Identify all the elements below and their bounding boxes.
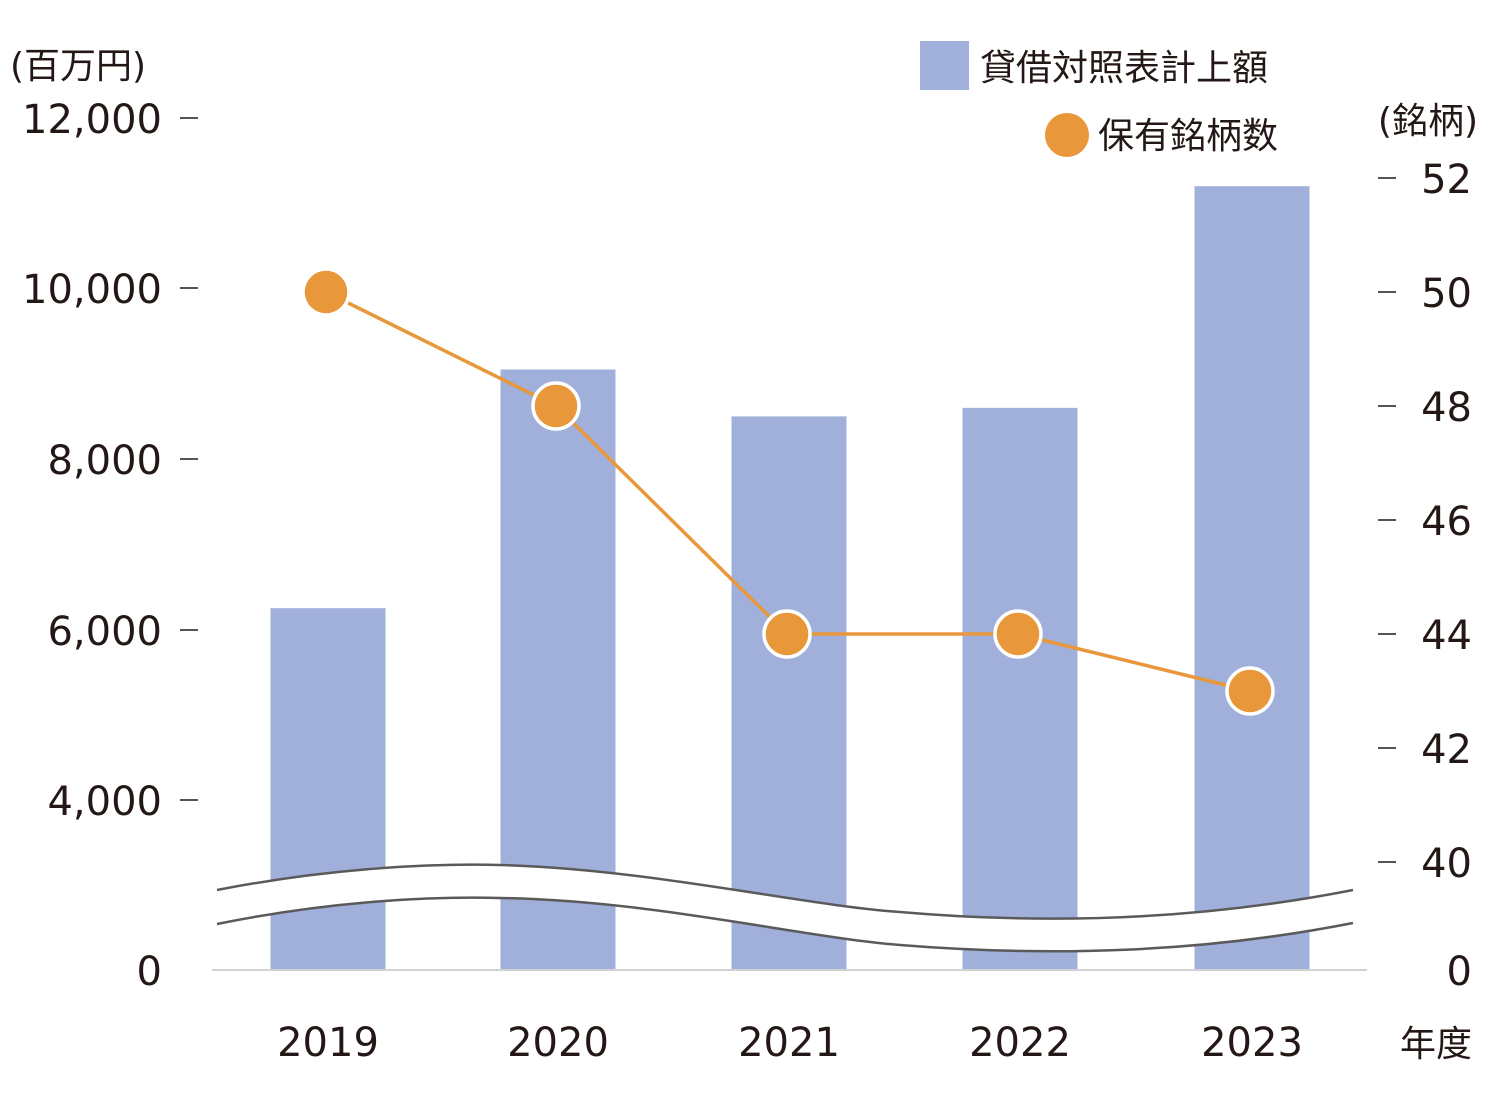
y-left-tick-label: 12,000 xyxy=(22,97,162,143)
x-tick-label: 2021 xyxy=(738,1020,840,1066)
y-left-tick-label: 8,000 xyxy=(47,438,162,484)
y-left-tick-label: 6,000 xyxy=(47,609,162,655)
line-layer xyxy=(301,267,1275,716)
y-left-tick-label: 4,000 xyxy=(47,779,162,825)
point-2021 xyxy=(762,609,812,659)
legend-line-label: 保有銘柄数 xyxy=(1098,116,1278,157)
bar-2023 xyxy=(1194,186,1310,970)
y-left-unit: (百万円) xyxy=(10,46,146,87)
legend-bar-swatch xyxy=(920,41,969,90)
y-left-tick-label: 10,000 xyxy=(22,267,162,313)
x-tick-label: 2023 xyxy=(1201,1020,1303,1066)
axis-break-band xyxy=(217,864,1353,952)
axes-layer: 12,000 10,000 8,000 6,000 4,000 0 52 50 48 46 44 42… xyxy=(10,46,1478,1066)
y-right-tick-label: 48 xyxy=(1421,385,1472,431)
axis-break-line-lower xyxy=(216,896,1354,953)
y-right-tick-label: 44 xyxy=(1421,613,1472,659)
y-right-tick-label: 46 xyxy=(1421,499,1472,545)
axis-break xyxy=(216,863,1354,953)
point-2023 xyxy=(1225,666,1275,716)
y-right-tick-label: 0 xyxy=(1447,949,1472,995)
x-tick-label: 2019 xyxy=(277,1020,379,1066)
y-right-unit: (銘柄) xyxy=(1378,101,1478,142)
y-right-tick-label: 50 xyxy=(1421,271,1472,317)
point-2020 xyxy=(531,381,581,431)
y-right-tick-label: 42 xyxy=(1421,727,1472,773)
legend-line-swatch xyxy=(1045,113,1089,157)
axis-break-line-upper xyxy=(216,863,1354,920)
legend-bar-label: 貸借対照表計上額 xyxy=(980,48,1268,89)
y-right-tick-label: 40 xyxy=(1421,841,1472,887)
y-right-tick-label: 52 xyxy=(1421,157,1472,203)
x-tick-label: 2020 xyxy=(507,1020,609,1066)
bar-2021 xyxy=(731,416,847,970)
y-left-tick-label: 0 xyxy=(137,949,162,995)
point-2019 xyxy=(301,267,351,317)
x-tick-label: 2022 xyxy=(969,1020,1071,1066)
bar-2019 xyxy=(270,608,386,970)
point-2022 xyxy=(993,609,1043,659)
bar-2022 xyxy=(962,407,1078,971)
x-axis-label: 年度 xyxy=(1400,1024,1472,1065)
bars-layer xyxy=(270,186,1310,971)
